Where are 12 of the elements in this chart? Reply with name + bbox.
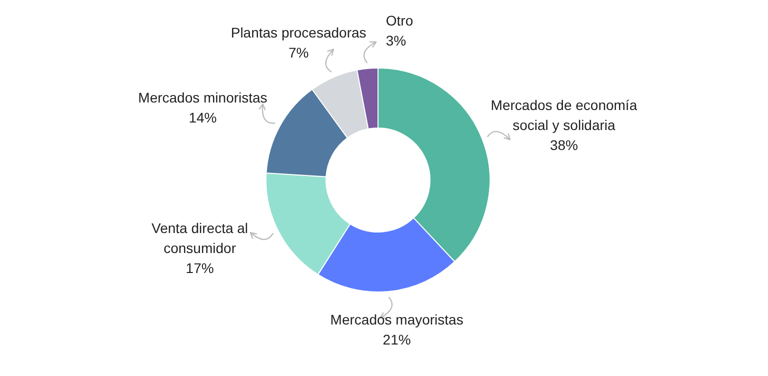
slice-label: Mercados de economía social y solidaria	[490, 96, 638, 133]
slice-label: Plantas procesadoras	[230, 24, 366, 40]
data-label: 21%	[382, 331, 411, 348]
slice-label: Mercados mayoristas	[330, 311, 464, 328]
data-label: 7%	[288, 44, 309, 60]
data-label: 3%	[386, 32, 406, 49]
data-label: 14%	[188, 110, 217, 126]
data-label: 17%	[186, 260, 214, 276]
slice-label: Otro	[386, 12, 414, 29]
data-label: 38%	[550, 136, 578, 153]
slice-label: Mercados minoristas	[138, 90, 268, 106]
slice-label: Venta directa al consumidor	[152, 220, 248, 256]
